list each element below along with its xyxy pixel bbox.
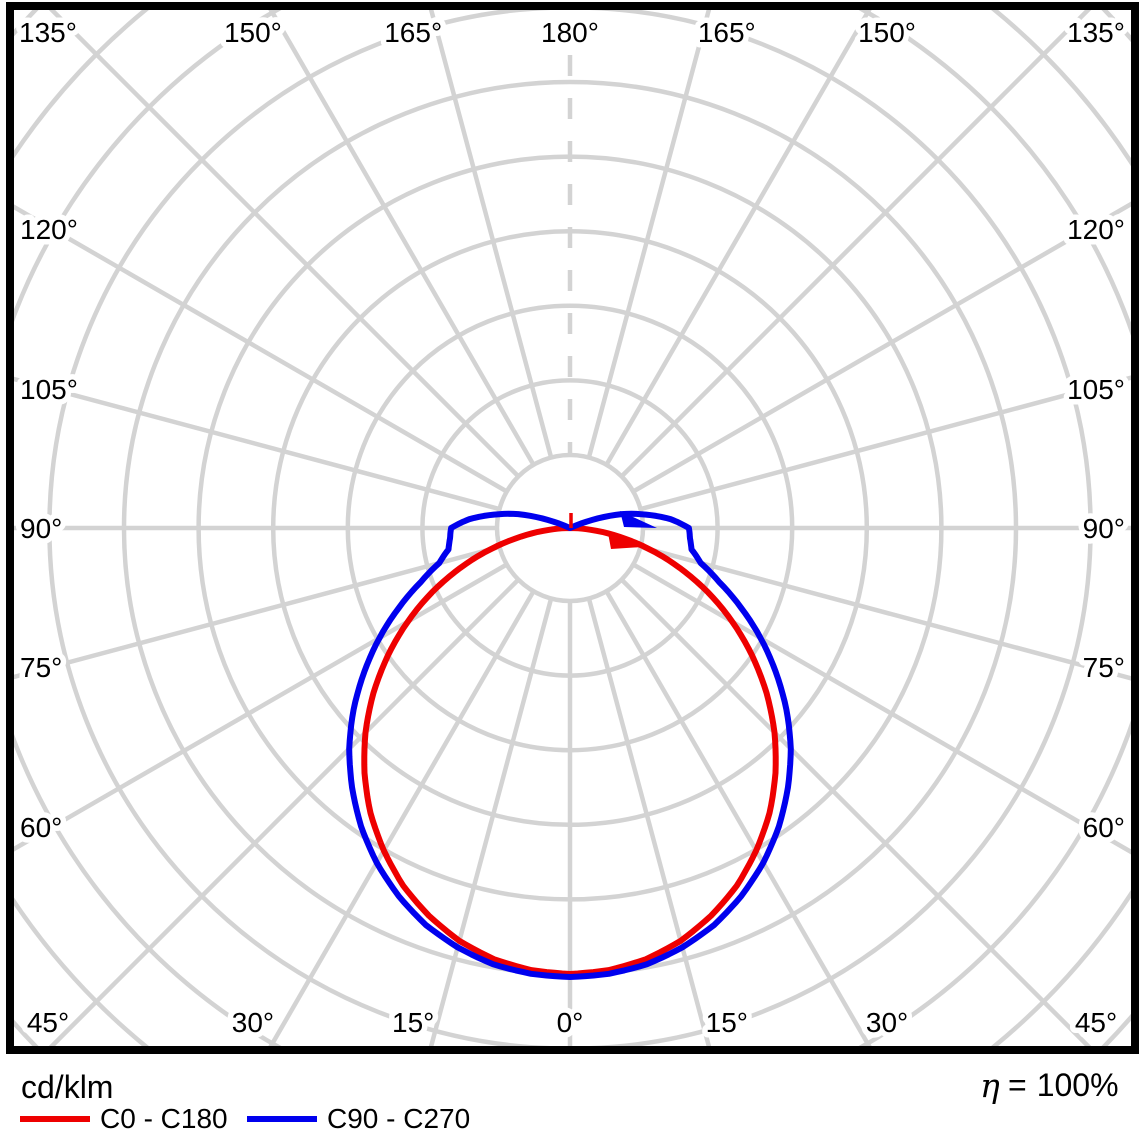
tick-right-75°: 75° (1083, 652, 1125, 683)
tick-right-120°: 120° (1067, 214, 1125, 245)
grid-radial (14, 544, 501, 680)
tick-bottom-15°: 15° (706, 1007, 748, 1038)
grid-radial (604, 10, 872, 466)
grid-radial (48, 578, 520, 1046)
grid-radial (632, 201, 1131, 494)
grid-radial (428, 10, 554, 459)
grid-radial (268, 590, 536, 1046)
c90-direction-arrow (620, 511, 657, 528)
grid-radial (620, 10, 1092, 478)
tick-top-135°: 135° (1067, 17, 1125, 48)
tick-right-90°: 90° (1083, 513, 1125, 544)
tick-bottom-30°: 30° (866, 1007, 908, 1038)
tick-left-90°: 90° (20, 513, 62, 544)
tick-left-75°: 75° (20, 652, 62, 683)
legend: C0 - C180 C90 - C270 (20, 1103, 470, 1134)
tick-bottom-0°: 0° (557, 1007, 584, 1038)
legend-label-c90-c270: C90 - C270 (327, 1103, 470, 1134)
c0-direction-arrow (608, 533, 642, 549)
tick-bottom-45°: 45° (27, 1007, 69, 1038)
grid-radial (14, 204, 508, 494)
tick-bottom-15°: 15° (392, 1007, 434, 1038)
efficiency-symbol: η (980, 1066, 1000, 1105)
grid-radial (14, 376, 501, 512)
tick-left-120°: 120° (20, 214, 78, 245)
intensity-curves (346, 510, 794, 980)
tick-right-105°: 105° (1067, 374, 1125, 405)
grid-radial (604, 590, 872, 1046)
grid-radial (639, 544, 1131, 681)
curve-direction-marks (569, 511, 657, 549)
tick-bottom-45°: 45° (1075, 1007, 1117, 1038)
tick-top-165°: 165° (384, 17, 442, 48)
curve-c90-c270 (346, 510, 794, 980)
tick-top-180°: 180° (541, 17, 599, 48)
tick-left-60°: 60° (20, 812, 62, 843)
grid-radial (639, 375, 1131, 512)
efficiency-annotation: η = 100% (980, 1066, 1119, 1105)
tick-bottom-30°: 30° (232, 1007, 274, 1038)
angle-tick-labels: 135° 150° 165° 180° 165° 150° 135° 45° 30° 15° 0° 1… (14, 12, 1131, 1044)
legend-label-c0-c180: C0 - C180 (100, 1103, 228, 1134)
grid-radial (586, 10, 712, 459)
tick-top-150°: 150° (224, 17, 282, 48)
tick-right-60°: 60° (1083, 812, 1125, 843)
grid-radial (268, 10, 536, 466)
chart-frame (6, 2, 1139, 1054)
efficiency-value: = 100% (1008, 1067, 1119, 1103)
tick-top-135°: 135° (19, 17, 77, 48)
tick-top-165°: 165° (698, 17, 756, 48)
grid-radial (48, 10, 520, 478)
units-label: cd/klm (21, 1069, 113, 1105)
grid-radial (620, 578, 1092, 1046)
tick-top-150°: 150° (858, 17, 916, 48)
tick-left-105°: 105° (20, 374, 78, 405)
